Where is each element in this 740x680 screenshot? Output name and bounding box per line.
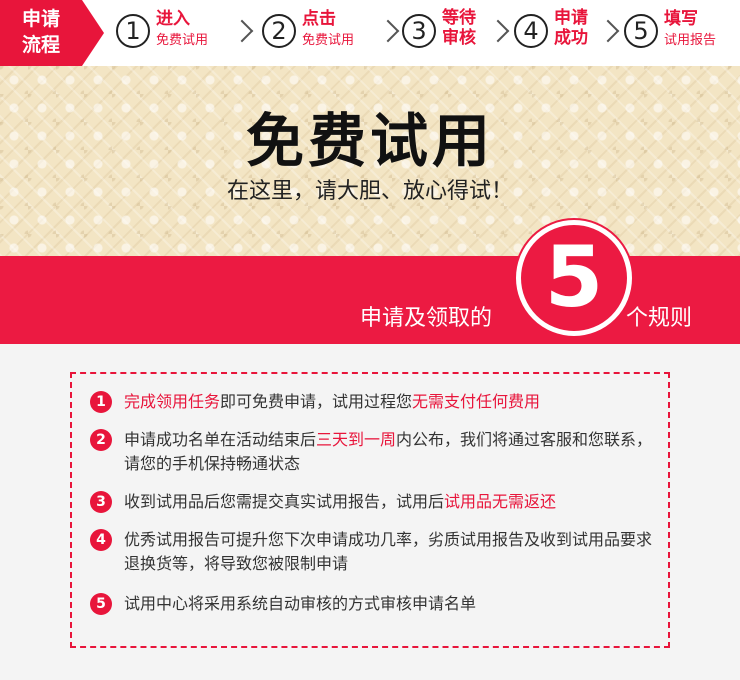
rule-plain: 内公布，我们将通过客服和您联系，请您的手机保持畅通状态 [124, 430, 653, 473]
step-number: 5 [624, 14, 658, 48]
rule-number-badge: 5 [90, 593, 112, 615]
number-five-badge: 5 [516, 220, 632, 336]
process-tag-line1: 申请 [21, 8, 60, 30]
step-title-line1: 等待 [442, 8, 476, 28]
rule-plain: 即可免费申请，试用过程您 [220, 392, 413, 411]
hero-banner: 免费试用 在这里，请大胆、放心得试！ [0, 66, 740, 256]
step-number: 2 [262, 14, 296, 48]
rule-text: 完成领用任务即可免费申请，试用过程您无需支付任何费用 [124, 390, 664, 414]
rule-text: 申请成功名单在活动结束后三天到一周内公布，我们将通过客服和您联系，请您的手机保持… [124, 428, 664, 476]
step-title: 等待 审核 [442, 8, 476, 48]
step-subtitle: 免费试用 [302, 33, 355, 48]
rule-number-badge: 1 [90, 391, 112, 413]
rule-text: 试用中心将采用系统自动审核的方式审核申请名单 [124, 592, 664, 616]
step-subtitle: 试用报告 [664, 33, 717, 48]
rule-text: 优秀试用报告可提升您下次申请成功几率，劣质试用报告及收到试用品要求退换货等，将导… [124, 528, 664, 576]
step-number: 1 [116, 14, 150, 48]
chevron-right-icon [382, 20, 396, 42]
rules-panel: 1 完成领用任务即可免费申请，试用过程您无需支付任何费用 2 申请成功名单在活动… [70, 372, 670, 648]
rule-number-badge: 3 [90, 491, 112, 513]
rule-highlight: 无需支付任何费用 [412, 392, 541, 411]
rule-text: 收到试用品后您需提交真实试用报告，试用后试用品无需返还 [124, 490, 664, 514]
process-tag: 申请 流程 [0, 0, 104, 66]
rule-highlight: 试用品无需返还 [444, 492, 557, 511]
step-title: 填写 [664, 9, 698, 29]
chevron-right-icon [602, 20, 616, 42]
rule-highlight: 三天到一周 [316, 430, 397, 449]
hero-title: 免费试用 [245, 107, 494, 175]
rule-number-badge: 4 [90, 529, 112, 551]
rules-banner-left-text: 申请及领取的 [360, 306, 493, 331]
step-title: 申请 成功 [554, 8, 588, 48]
step-number: 4 [514, 14, 548, 48]
rule-plain: 试用中心将采用系统自动审核的方式审核申请名单 [124, 594, 477, 613]
rule-plain: 申请成功名单在活动结束后 [124, 430, 317, 449]
rule-plain: 优秀试用报告可提升您下次申请成功几率，劣质试用报告及收到试用品要求退换货等，将导… [124, 530, 653, 573]
step-title-line2: 审核 [442, 28, 476, 48]
rule-number-badge: 2 [90, 429, 112, 451]
rule-plain: 收到试用品后您需提交真实试用报告，试用后 [124, 492, 445, 511]
step-title: 点击 [302, 9, 336, 29]
step-title: 进入 [156, 9, 190, 29]
rule-highlight: 完成领用任务 [124, 392, 221, 411]
step-subtitle: 免费试用 [156, 33, 209, 48]
chevron-right-icon [236, 20, 250, 42]
hero-subtitle: 在这里，请大胆、放心得试！ [226, 179, 513, 204]
step-title-line2: 成功 [554, 28, 588, 48]
apply-process-bar: 申请 流程 1 进入 免费试用 2 点击 免费试用 3 等待 审核 4 申请 成… [0, 0, 740, 66]
step-title-line1: 申请 [554, 8, 588, 28]
rules-banner-right-text: 个规则 [626, 306, 693, 331]
process-tag-line2: 流程 [21, 34, 60, 56]
step-number: 3 [402, 14, 436, 48]
badge-number: 5 [544, 228, 604, 326]
chevron-right-icon [492, 20, 506, 42]
